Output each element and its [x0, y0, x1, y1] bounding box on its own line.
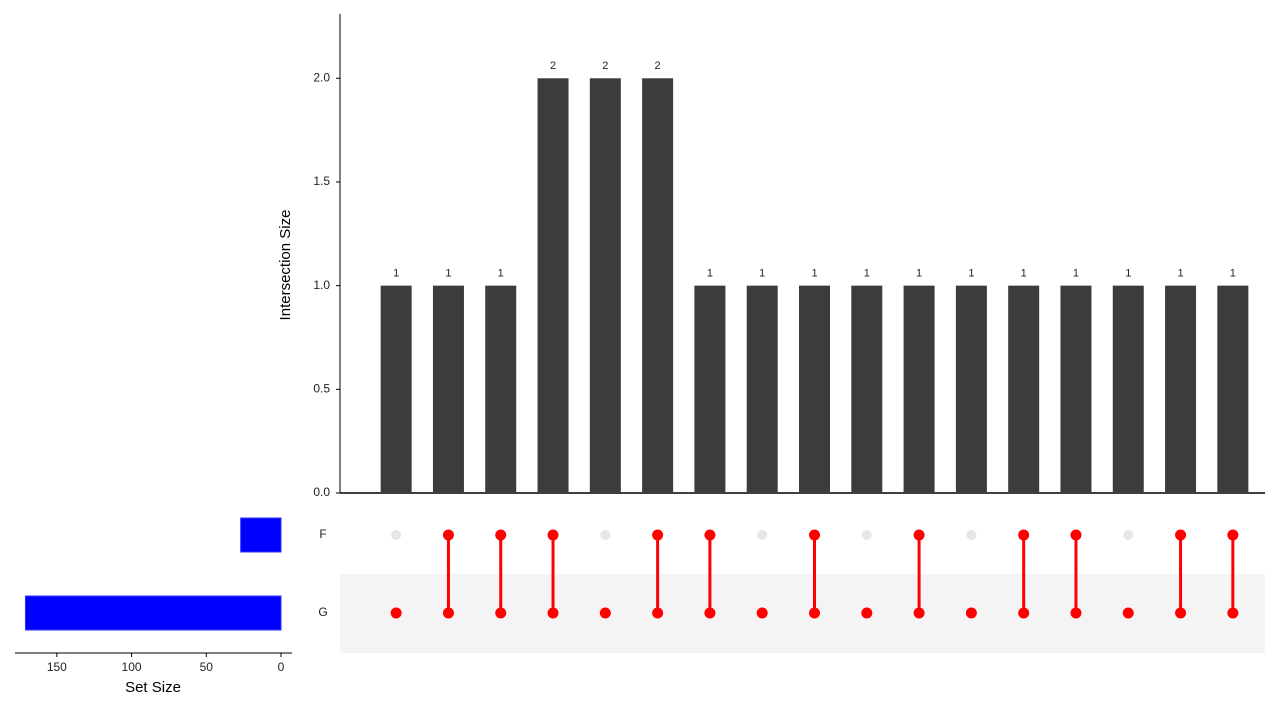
bar	[955, 285, 987, 493]
matrix-dot	[809, 607, 820, 619]
bar	[694, 285, 726, 493]
matrix-dot	[652, 607, 664, 619]
matrix-dot	[390, 607, 402, 619]
bar-value-label: 1	[1073, 268, 1079, 280]
matrix-dot	[547, 607, 559, 619]
bar-value-label: 1	[864, 268, 870, 280]
set-size-bar	[24, 595, 282, 631]
bar-value-label: 1	[968, 268, 974, 280]
bar	[1008, 285, 1040, 493]
bar-value-label: 1	[1177, 268, 1183, 280]
matrix-dot	[861, 607, 873, 619]
set-size-tick-label: 50	[200, 660, 214, 674]
bar-value-label: 2	[655, 60, 661, 72]
set-size-title: Set Size	[125, 679, 181, 696]
bar	[799, 285, 830, 493]
y-tick-label: 1.5	[313, 174, 330, 188]
matrix-dot	[965, 607, 977, 619]
matrix-dot	[442, 529, 454, 541]
matrix-dot	[1227, 529, 1239, 541]
matrix-dot	[1070, 607, 1082, 619]
matrix-dot	[861, 530, 872, 540]
matrix-dot	[966, 530, 977, 540]
matrix-dot	[704, 529, 716, 541]
matrix-dot	[1122, 607, 1134, 619]
bar	[1217, 285, 1249, 493]
bar-value-label: 2	[550, 60, 556, 72]
bar	[746, 285, 778, 493]
matrix-dot	[1123, 530, 1134, 540]
matrix-dot	[547, 529, 559, 541]
bar-value-label: 1	[916, 268, 922, 280]
bar-value-label: 1	[1230, 268, 1236, 280]
matrix-dot	[1018, 607, 1030, 619]
matrix-dot	[391, 530, 402, 540]
matrix-dot	[600, 530, 611, 540]
bar	[642, 78, 674, 494]
bar	[589, 78, 621, 494]
matrix-dot	[913, 529, 925, 541]
matrix-dot	[704, 607, 716, 619]
bar	[485, 285, 517, 493]
bar-value-label: 1	[393, 268, 399, 280]
y-axis-title: Intersection Size	[277, 210, 294, 321]
bar	[1165, 285, 1197, 493]
matrix-dot	[1227, 607, 1239, 619]
y-tick-label: 1.0	[313, 278, 330, 292]
matrix-dot	[1175, 607, 1187, 619]
y-tick-label: 0.0	[313, 485, 330, 499]
matrix-dot	[495, 607, 507, 619]
bar	[1112, 285, 1144, 493]
matrix-dot	[756, 607, 768, 619]
set-label: F	[319, 527, 326, 541]
set-size-bar	[240, 517, 282, 553]
set-size-tick-label: 150	[47, 660, 67, 674]
bar	[432, 285, 464, 493]
matrix-dot	[495, 529, 507, 541]
bar-value-label: 1	[707, 268, 713, 280]
bar-value-label: 1	[1021, 268, 1027, 280]
matrix-dot	[757, 530, 768, 540]
bar	[851, 285, 883, 493]
bar-value-label: 1	[1125, 268, 1131, 280]
bar-value-label: 1	[498, 268, 504, 280]
y-tick-label: 2.0	[313, 70, 330, 84]
matrix-dot	[1175, 529, 1187, 541]
matrix-row-shade	[340, 574, 1265, 653]
y-tick-label: 0.5	[313, 381, 330, 395]
matrix-dot	[1018, 529, 1030, 541]
set-size-tick-label: 0	[278, 660, 285, 674]
matrix-dot	[1070, 529, 1082, 541]
bar-value-label: 1	[811, 268, 817, 280]
bar	[380, 285, 412, 493]
matrix-dot	[442, 607, 454, 619]
bar-value-label: 1	[445, 268, 451, 280]
matrix-dot	[599, 607, 611, 619]
matrix-dot	[652, 529, 664, 541]
bar	[903, 285, 935, 493]
bar-value-label: 2	[602, 60, 608, 72]
bar	[537, 78, 569, 494]
set-label: G	[318, 605, 327, 619]
matrix-dot	[809, 529, 820, 541]
bar-value-label: 1	[759, 268, 765, 280]
matrix-dot	[913, 607, 925, 619]
set-size-tick-label: 100	[122, 660, 142, 674]
bar	[1060, 285, 1092, 493]
